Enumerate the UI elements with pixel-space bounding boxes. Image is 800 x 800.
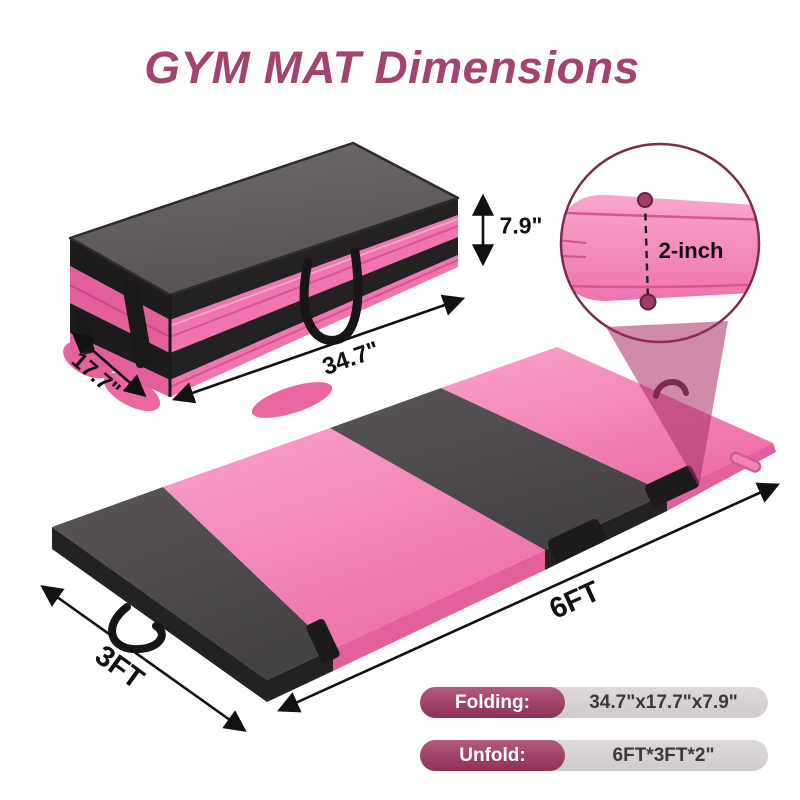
spec-value-unfold: 6FT*3FT*2" [612,745,715,766]
measure-dot [639,293,657,311]
spec-value-folding: 34.7"x17.7"x7.9" [589,692,738,713]
spec-row-unfold: Unfold: 6FT*3FT*2" [420,740,768,771]
page-title: GYM MAT Dimensions [144,42,640,93]
spec-row-folding: Folding: 34.7"x17.7"x7.9" [420,687,768,718]
spec-label-folding: Folding: [420,687,565,718]
thickness-dashed-line [643,200,650,302]
inset-thickness-label: 2-inch [658,238,724,263]
arrow-length-34-7 [171,294,466,404]
zoom-circle-inset [559,142,761,344]
folded-mat-top-face [68,141,460,297]
dim-label-folded-height: 7.9" [499,212,543,239]
arrow-width-3ft [40,585,247,732]
edge-handle-icon [729,451,762,473]
arrow-length-6ft [276,482,781,713]
mat-panel-dark [52,487,333,680]
measure-dot [637,192,653,208]
zoom-cone [606,321,728,487]
arrow-width-17-7 [71,331,147,398]
spec-label-unfold: Unfold: [420,740,565,771]
inset-mat-cross-section [561,194,759,301]
